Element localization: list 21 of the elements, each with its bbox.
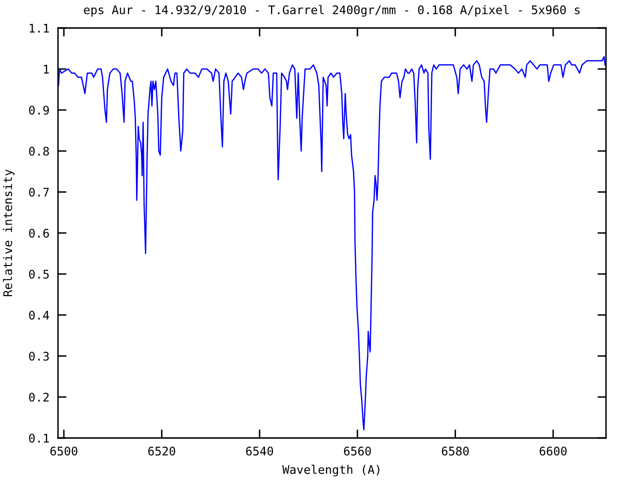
line-series — [58, 56, 606, 430]
x-axis-title: Wavelength (A) — [282, 464, 380, 476]
x-tick-label: 6500 — [50, 446, 78, 456]
x-tick-label: 6580 — [442, 446, 469, 456]
y-tick-label: 0.1 — [29, 434, 49, 443]
y-tick-label: 0.4 — [29, 310, 50, 320]
x-tick-label: 6600 — [540, 446, 567, 456]
x-tick-label: 6540 — [246, 446, 274, 456]
y-axis-title: Relative intensity — [2, 169, 14, 296]
y-tick-label: 0.6 — [29, 228, 49, 238]
y-tick-label: 1 — [44, 64, 49, 74]
y-tick-label: 0.9 — [29, 106, 49, 115]
x-tick-label: 6520 — [148, 446, 176, 456]
y-tick-label: 1.1 — [30, 24, 49, 33]
y-tick-label: 0.7 — [29, 188, 49, 197]
x-tick-label: 6560 — [344, 446, 371, 456]
y-tick-label: 0.8 — [29, 146, 49, 156]
chart-title: eps Aur - 14.932/9/2010 - T.Garrel 2400gr/mm - 0.168 A/pixel - 5x960 s — [84, 5, 580, 17]
y-tick-label: 0.2 — [29, 392, 49, 402]
y-tick-label: 0.5 — [29, 270, 49, 279]
y-tick-label: 0.3 — [29, 352, 49, 361]
